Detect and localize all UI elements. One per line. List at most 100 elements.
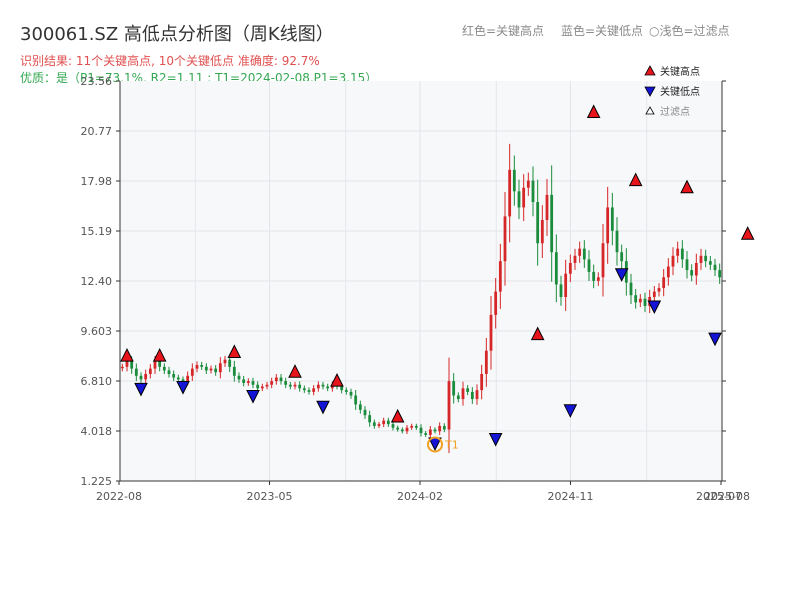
y-tick-label: 17.98 [81, 175, 113, 188]
y-tick-label: 20.77 [81, 125, 113, 138]
y-tick-label: 23.56 [81, 75, 113, 88]
key-high-marker [740, 226, 755, 240]
candle-body [419, 427, 423, 434]
candle-body [456, 395, 460, 400]
result-subtitle: 识别结果: 11个关键高点, 10个关键低点 准确度: 92.7% [20, 54, 320, 68]
key-high-marker [227, 344, 242, 359]
y-tick-label: 15.19 [81, 225, 113, 238]
candle-body [265, 384, 269, 387]
candle-body [694, 262, 698, 276]
candle-body [466, 388, 470, 392]
candle-body [671, 255, 675, 267]
x-tick-label: 2022-08 [96, 490, 142, 503]
legend-filtered-marker [645, 106, 655, 115]
y-tick-label: 1.225 [81, 475, 113, 488]
candle-body [391, 424, 395, 428]
legend-low-marker [644, 86, 656, 97]
candle-body [186, 375, 190, 382]
candle-body [172, 373, 176, 378]
legend-filtered-label: 过滤点 [660, 105, 690, 118]
candle-body [218, 363, 222, 373]
candle-body [288, 384, 292, 387]
candle-body [368, 415, 372, 423]
key-high-marker [288, 364, 302, 378]
key-high-marker [680, 179, 694, 194]
candle-body [148, 368, 152, 374]
candle-body [307, 390, 311, 392]
candle-body [606, 207, 610, 244]
candle-body [620, 252, 624, 262]
candle-body [610, 207, 614, 231]
candle-body [302, 388, 306, 391]
legend-high-label: 关键高点 [660, 65, 700, 78]
candle-body [209, 368, 213, 371]
y-tick-label: 4.018 [81, 425, 113, 438]
candle-body [354, 395, 358, 405]
candle-body [120, 366, 124, 369]
candle-body [690, 270, 694, 276]
candle-body [582, 248, 586, 260]
candle-body [200, 365, 204, 367]
candle-body [615, 230, 619, 253]
key-low-marker [488, 432, 503, 447]
candle-body [629, 282, 633, 296]
key-low-marker [134, 382, 148, 397]
candle-body [489, 314, 493, 351]
candle-body [340, 386, 344, 391]
key-high-marker [530, 326, 545, 341]
candle-body [559, 284, 563, 297]
candle-body [195, 365, 199, 369]
x-tick-label: 2025-07 [696, 490, 742, 503]
y-tick-label: 9.603 [81, 325, 113, 338]
candle-body [685, 259, 689, 271]
candle-body [676, 248, 680, 256]
candle-body [475, 390, 479, 400]
candle-body [550, 194, 554, 253]
key-low-marker [176, 381, 190, 395]
candle-body [433, 429, 437, 432]
candle-body [452, 381, 456, 396]
y-tick-label: 12.40 [81, 275, 113, 288]
candle-body [316, 384, 320, 389]
candle-body [139, 375, 143, 380]
candle-body [204, 366, 208, 371]
key-low-marker [316, 400, 330, 415]
candle-body [708, 261, 712, 265]
candle-body [372, 422, 376, 426]
legend-top-blue: 蓝色=关键低点 [561, 24, 644, 38]
candle-body [596, 277, 600, 281]
y-tick-label: 6.810 [81, 375, 113, 388]
candle-body [232, 366, 236, 376]
candle-body [344, 390, 348, 392]
candle-body [662, 277, 666, 289]
candle-body [284, 381, 288, 385]
candle-body [578, 248, 582, 256]
legend-high-marker [644, 65, 656, 76]
t1-circle [427, 436, 443, 453]
candle-body [279, 377, 283, 382]
key-low-marker [246, 389, 260, 404]
y-ticks: 1.225 4.018 6.810 9.603 12.40 15.19 17.98 20.77… [81, 75, 726, 488]
t1-label: T1 [444, 439, 459, 452]
candle-body [223, 359, 227, 364]
candle-body [400, 429, 404, 432]
legend-top-red: 红色=关键高点 [462, 24, 545, 38]
candle-body [438, 425, 442, 432]
candle-body [176, 377, 180, 380]
key-low-marker [708, 332, 722, 347]
candle-body [587, 259, 591, 272]
candle-body [181, 379, 185, 382]
candle-body [256, 384, 260, 389]
candle-body [242, 379, 246, 383]
candle-body [680, 248, 684, 260]
candle-body [260, 386, 264, 389]
key-high-marker [586, 104, 601, 119]
candle-body [494, 291, 498, 315]
candle-body [643, 298, 647, 306]
candle-body [517, 191, 521, 208]
candle-body [158, 361, 162, 367]
candle-body [358, 404, 362, 410]
candle-body [484, 350, 488, 374]
candle-body [480, 373, 484, 391]
candle-body [410, 425, 414, 428]
